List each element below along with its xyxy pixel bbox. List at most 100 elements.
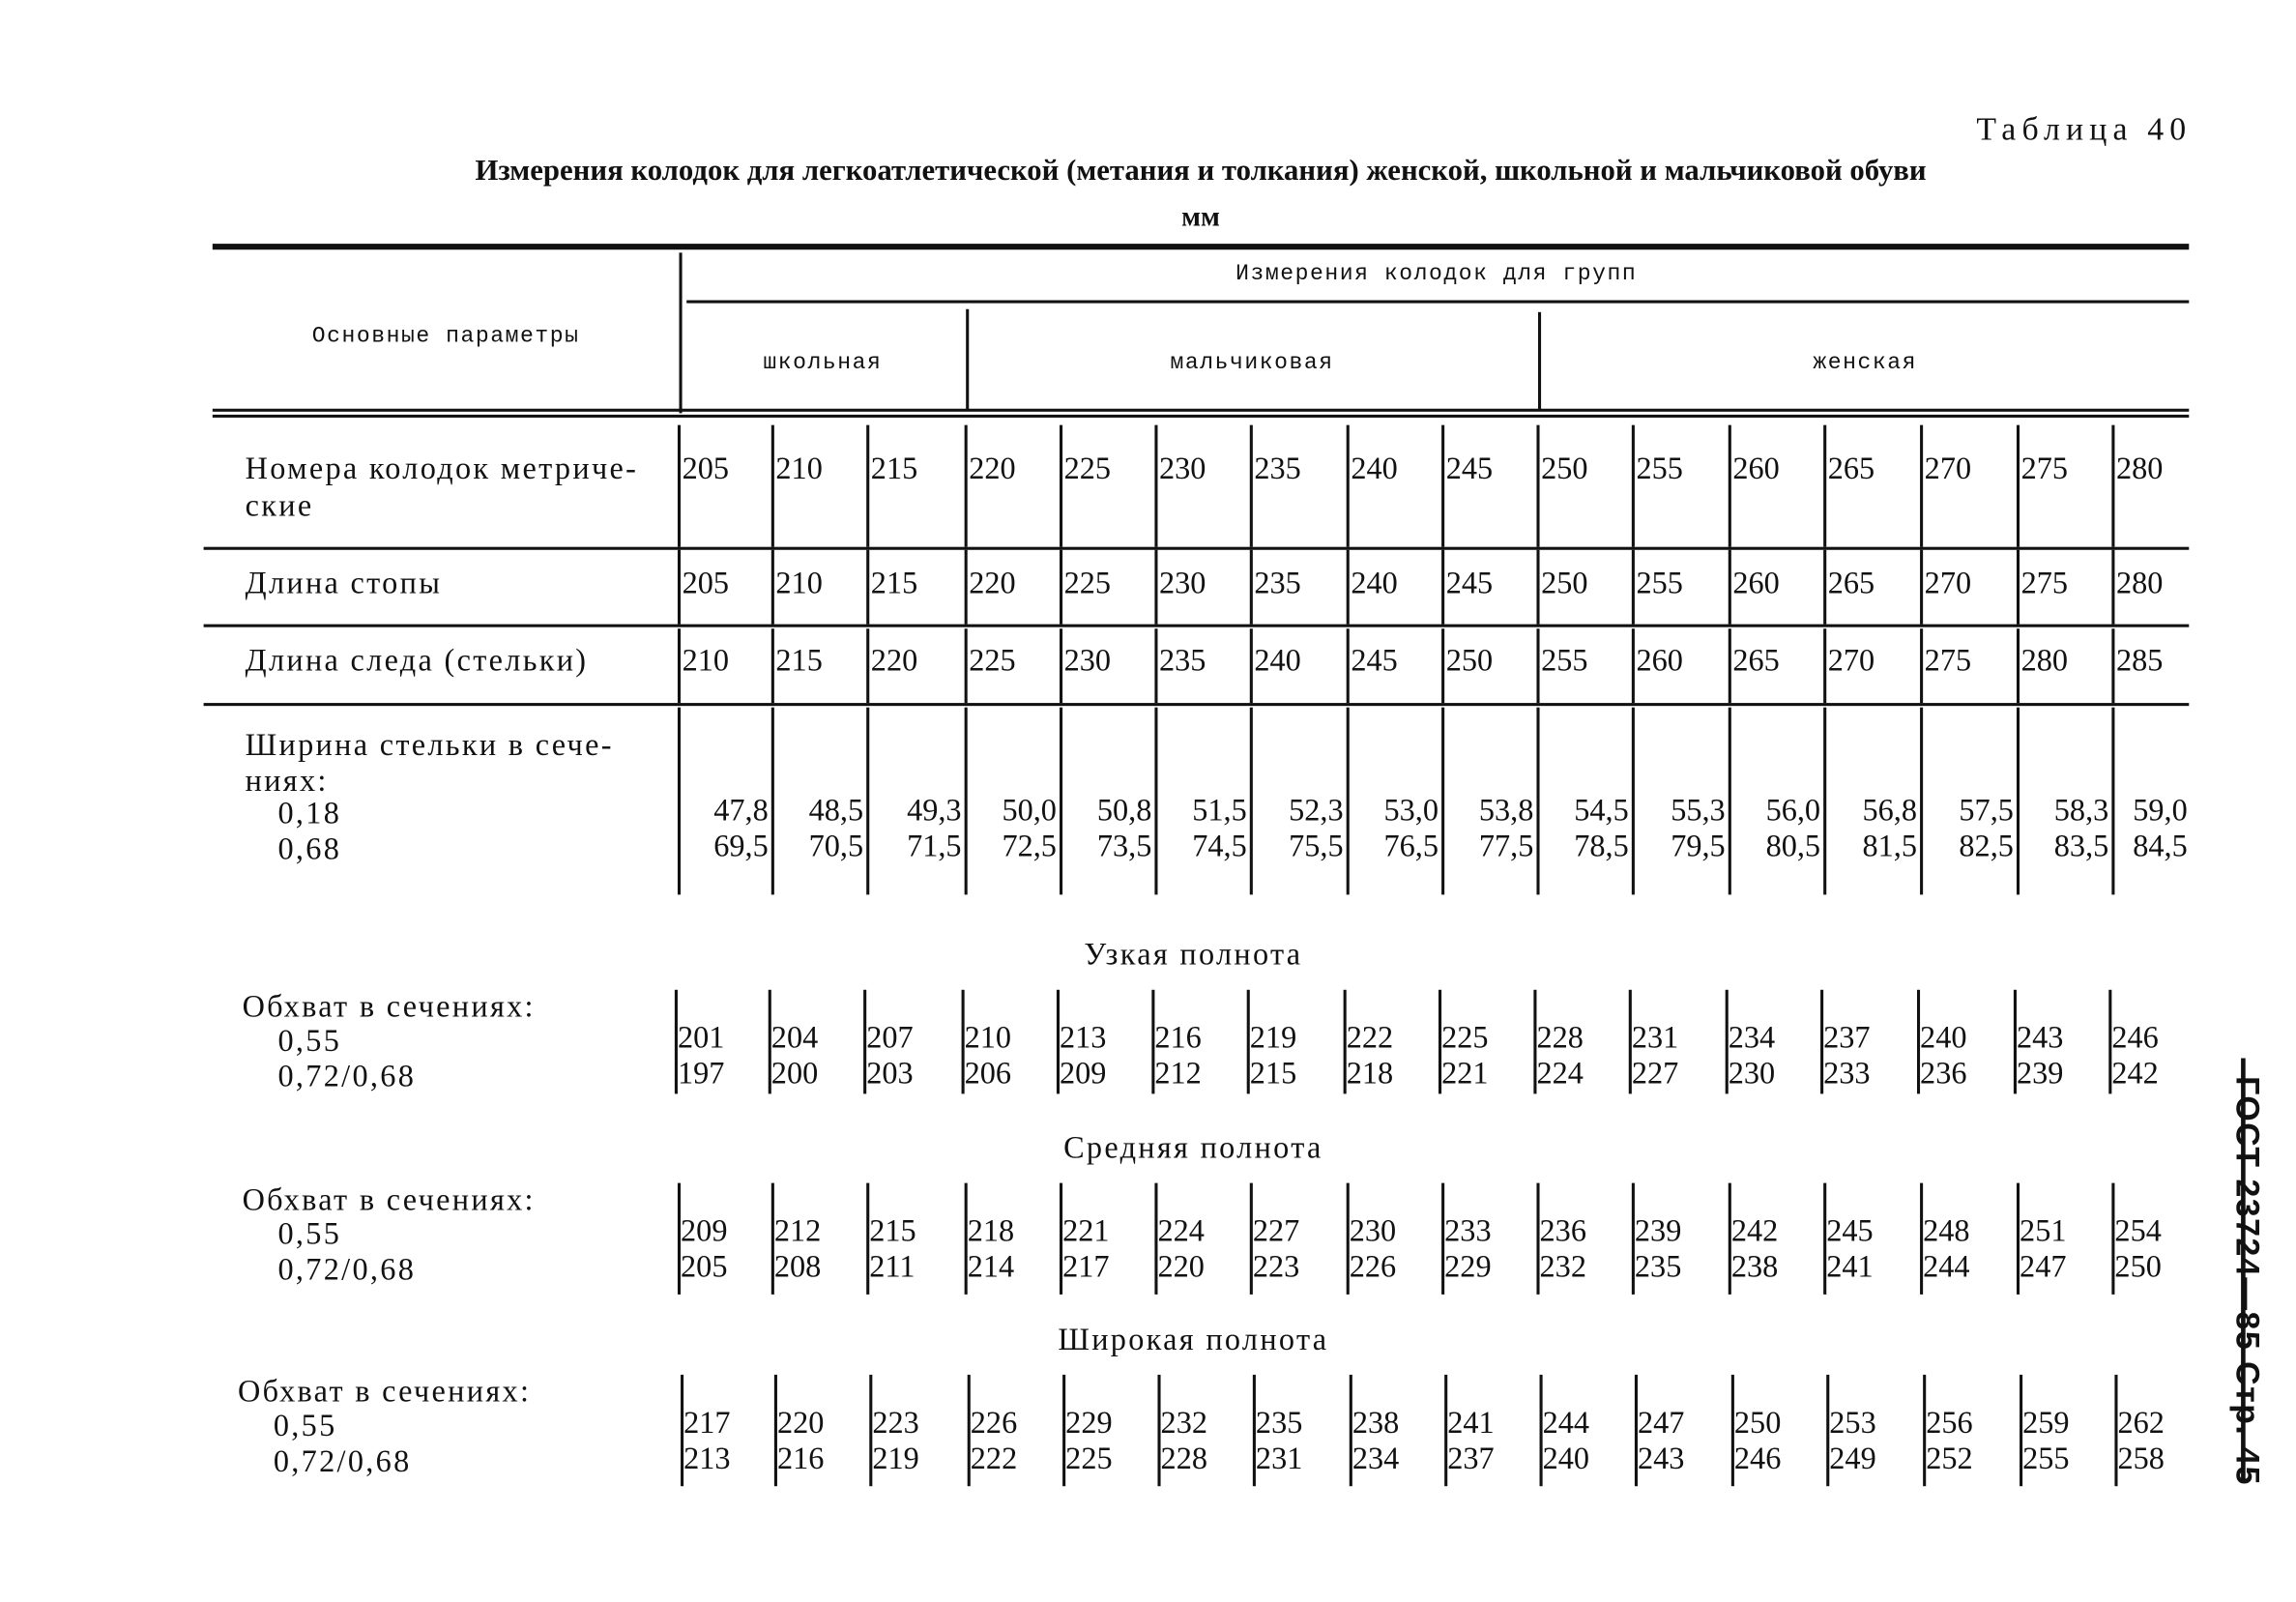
table-cell: 250 — [1445, 642, 1494, 678]
table-cell: 79,5 — [1671, 828, 1726, 864]
column-divider — [2016, 424, 2020, 547]
table-cell: 250 — [2114, 1248, 2162, 1285]
table-cell: 205 — [681, 1248, 728, 1285]
table-cell: 220 — [969, 565, 1016, 601]
table-cell: 255 — [1541, 642, 1588, 678]
column-divider — [1631, 1182, 1635, 1295]
column-divider — [964, 628, 967, 704]
column-divider — [1728, 628, 1731, 704]
table-cell: 59,0 — [2133, 792, 2188, 829]
column-divider — [1536, 707, 1539, 895]
column-divider — [770, 549, 774, 625]
table-cell: 222 — [970, 1440, 1018, 1476]
table-cell: 228 — [1160, 1440, 1207, 1476]
column-divider — [866, 424, 869, 547]
table-cell: 78,5 — [1574, 828, 1629, 864]
table-cell: 220 — [969, 450, 1016, 486]
table-cell: 197 — [677, 1055, 725, 1092]
column-divider — [1060, 424, 1062, 547]
table-cell: 236 — [1920, 1055, 1967, 1092]
table-cell: 55,3 — [1671, 792, 1726, 829]
table-cell: 241 — [1447, 1404, 1495, 1441]
column-divider — [1349, 1374, 1352, 1487]
table-cell: 209 — [1060, 1055, 1107, 1092]
table-cell: 248 — [1923, 1212, 1970, 1249]
table-cell: 220 — [1157, 1248, 1205, 1285]
table-cell: 265 — [1732, 642, 1780, 678]
column-divider — [1060, 549, 1062, 625]
table-cell: 244 — [1923, 1248, 1970, 1285]
row-rule — [203, 703, 2190, 706]
column-divider — [1060, 707, 1062, 895]
group-1: мальчиковая — [1170, 350, 1334, 376]
table-cell: 70,5 — [808, 828, 864, 864]
table-cell: 210 — [682, 642, 729, 678]
table-cell: 56,0 — [1765, 792, 1821, 829]
column-divider — [1725, 989, 1728, 1094]
column-divider — [1628, 989, 1632, 1094]
column-divider — [1823, 707, 1826, 895]
column-divider — [1631, 424, 1635, 547]
table-cell: 231 — [1631, 1019, 1679, 1056]
table-cell: 71,5 — [907, 828, 962, 864]
table-cell: 275 — [2020, 565, 2069, 601]
column-divider — [674, 989, 678, 1094]
column-divider — [1823, 1182, 1826, 1295]
table-cell: 275 — [2020, 450, 2069, 486]
table-cell: 235 — [1634, 1248, 1682, 1285]
table-cell: 255 — [1636, 450, 1683, 486]
table-cell: 215 — [1249, 1055, 1297, 1092]
column-divider — [1441, 707, 1444, 895]
table-cell: 240 — [1351, 565, 1398, 601]
table-cell: 218 — [1346, 1055, 1394, 1092]
table-cell: 265 — [1827, 565, 1875, 601]
column-divider — [1249, 1182, 1253, 1295]
column-divider — [681, 1374, 683, 1487]
column-divider — [1533, 989, 1536, 1094]
table-cell: 52,3 — [1289, 792, 1344, 829]
table-cell: 210 — [775, 565, 823, 601]
table-cell: 275 — [1924, 642, 1972, 678]
sub-label: 0,72/0,68 — [277, 1058, 417, 1094]
table-cell: 255 — [1636, 565, 1683, 601]
table-cell: 242 — [2111, 1055, 2159, 1092]
table-cell: 225 — [1063, 450, 1112, 486]
group-header: Измерения колодок для групп — [1235, 261, 1638, 287]
table-cell: 214 — [967, 1248, 1015, 1285]
column-divider — [1154, 1182, 1157, 1295]
column-divider — [961, 989, 964, 1094]
column-divider — [2111, 549, 2114, 625]
table-cell: 69,5 — [713, 828, 769, 864]
table-cell: 227 — [1631, 1055, 1679, 1092]
column-divider — [677, 1182, 681, 1295]
table-cell: 54,5 — [1574, 792, 1629, 829]
table-cell: 213 — [1060, 1019, 1107, 1056]
table-cell: 280 — [2020, 642, 2069, 678]
table-cell: 230 — [1159, 450, 1206, 486]
column-divider — [2111, 628, 2114, 704]
table-cell: 285 — [2115, 642, 2164, 678]
column-divider — [1246, 989, 1250, 1094]
table-cell: 49,3 — [907, 792, 962, 829]
sub-label: 0,18 — [277, 795, 342, 831]
table-cell: 222 — [1346, 1019, 1394, 1056]
table-cell: 209 — [681, 1212, 728, 1249]
table-cell: 270 — [1924, 565, 1972, 601]
table-cell: 82,5 — [1959, 828, 2014, 864]
column-divider — [863, 989, 866, 1094]
table-cell: 215 — [775, 642, 823, 678]
table-cell: 229 — [1065, 1404, 1113, 1441]
table-cell: 256 — [1926, 1404, 1973, 1441]
column-divider — [2111, 424, 2114, 547]
column-divider — [866, 1182, 869, 1295]
table-cell: 250 — [1733, 1404, 1782, 1441]
column-divider — [2016, 549, 2020, 625]
column-divider — [2013, 989, 2017, 1094]
unit-label: мм — [1181, 202, 1220, 234]
row-label: Обхват в сечениях: — [237, 1373, 532, 1410]
table-cell: 223 — [1252, 1248, 1300, 1285]
table-cell: 57,5 — [1959, 792, 2014, 829]
header-double-rule-1 — [212, 408, 2190, 412]
table-cell: 231 — [1255, 1440, 1303, 1476]
